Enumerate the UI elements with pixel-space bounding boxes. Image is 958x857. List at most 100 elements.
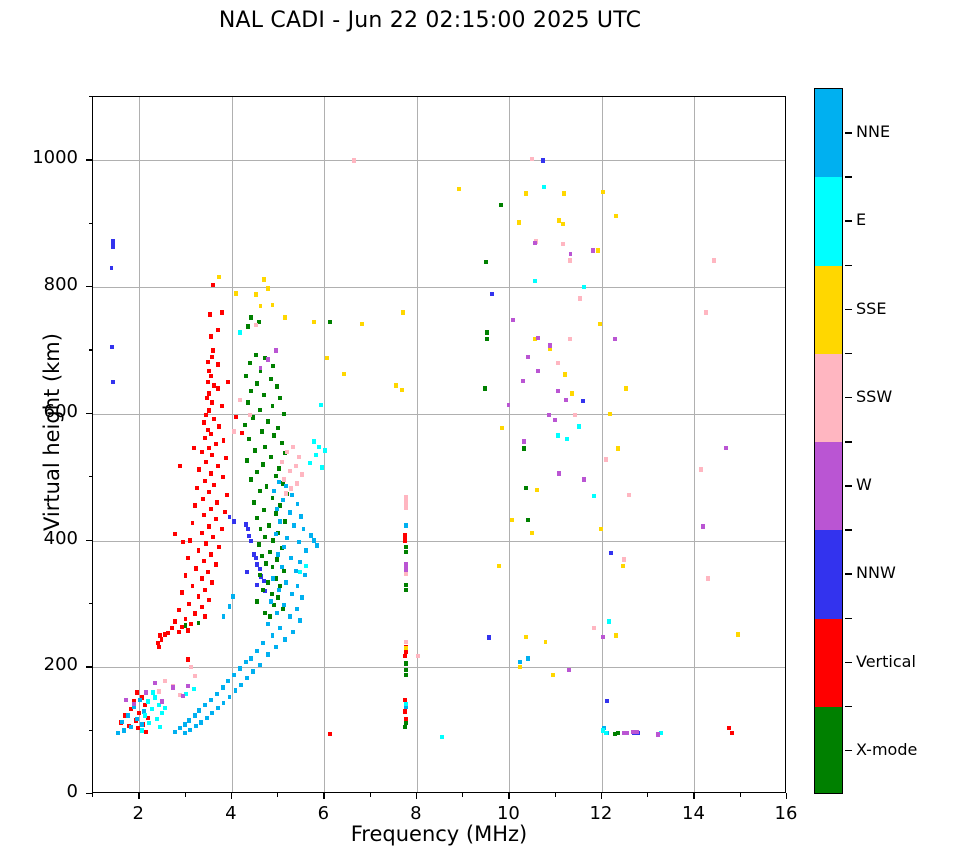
data-point bbox=[252, 448, 257, 453]
data-point bbox=[202, 587, 207, 593]
data-point bbox=[401, 310, 405, 315]
chart-title: NAL CADI - Jun 22 02:15:00 2025 UTC bbox=[218, 8, 642, 33]
data-point bbox=[261, 587, 266, 593]
data-point bbox=[256, 542, 261, 547]
data-point bbox=[193, 566, 198, 571]
data-point bbox=[440, 734, 445, 740]
data-point bbox=[255, 381, 260, 386]
x-tick-label: 6 bbox=[317, 803, 330, 824]
x-tick-label: 16 bbox=[774, 803, 798, 824]
data-point bbox=[403, 500, 408, 505]
data-point bbox=[125, 713, 130, 718]
data-point bbox=[612, 731, 617, 736]
data-point bbox=[110, 239, 115, 244]
data-point bbox=[278, 503, 283, 508]
data-point bbox=[276, 425, 281, 430]
x-tick-major bbox=[600, 793, 603, 799]
data-point bbox=[403, 639, 408, 645]
data-point bbox=[294, 606, 299, 612]
data-point bbox=[205, 428, 210, 433]
data-point bbox=[206, 368, 211, 373]
data-point bbox=[232, 429, 237, 434]
gridline-horizontal bbox=[93, 540, 785, 542]
data-point bbox=[582, 477, 587, 482]
data-point bbox=[215, 705, 220, 711]
data-point bbox=[212, 383, 217, 388]
data-point bbox=[206, 489, 211, 494]
data-point bbox=[256, 319, 261, 325]
data-point bbox=[403, 698, 408, 703]
data-point bbox=[275, 506, 280, 512]
data-point bbox=[211, 534, 216, 539]
data-point bbox=[211, 282, 216, 288]
data-point bbox=[199, 604, 204, 610]
data-point bbox=[155, 640, 160, 646]
data-point bbox=[210, 354, 215, 359]
data-point bbox=[548, 346, 553, 352]
data-point bbox=[187, 601, 192, 607]
data-point bbox=[202, 614, 207, 619]
data-point bbox=[560, 221, 565, 226]
data-point bbox=[215, 500, 219, 505]
data-point bbox=[178, 692, 182, 698]
data-point bbox=[209, 431, 213, 437]
plot-canvas bbox=[93, 97, 785, 792]
data-point bbox=[144, 690, 149, 695]
data-point bbox=[265, 419, 270, 424]
data-point bbox=[283, 637, 287, 642]
data-point bbox=[529, 156, 534, 162]
data-point bbox=[139, 722, 144, 727]
x-tick-minor bbox=[92, 793, 94, 797]
data-point bbox=[210, 400, 215, 405]
data-point bbox=[298, 570, 303, 575]
data-point bbox=[215, 386, 220, 391]
data-point bbox=[626, 492, 631, 498]
data-point bbox=[521, 378, 526, 384]
colorbar-tick bbox=[845, 396, 852, 399]
data-point bbox=[656, 732, 661, 737]
x-tick-minor bbox=[184, 793, 186, 797]
data-point bbox=[181, 539, 186, 545]
data-point bbox=[624, 386, 628, 391]
data-point bbox=[403, 582, 408, 588]
data-point bbox=[634, 729, 639, 735]
y-tick-label: 200 bbox=[43, 654, 78, 676]
data-point bbox=[403, 538, 408, 543]
data-point bbox=[258, 368, 263, 373]
data-point bbox=[324, 355, 329, 361]
data-point bbox=[187, 718, 192, 723]
data-point bbox=[209, 552, 213, 557]
data-point bbox=[269, 591, 274, 596]
data-point bbox=[328, 731, 333, 736]
y-tick-major bbox=[86, 793, 92, 795]
data-point bbox=[214, 442, 219, 447]
data-point bbox=[263, 444, 268, 449]
data-point bbox=[109, 265, 114, 271]
data-point bbox=[156, 689, 161, 694]
data-point bbox=[249, 315, 254, 320]
colorbar-tick bbox=[845, 661, 852, 664]
x-tick-major bbox=[323, 793, 325, 799]
y-tick-label: 600 bbox=[43, 400, 78, 422]
data-point bbox=[552, 417, 557, 423]
data-point bbox=[239, 682, 243, 688]
gridline-vertical bbox=[601, 97, 603, 792]
x-tick-minor bbox=[554, 793, 556, 797]
x-tick-minor bbox=[277, 793, 279, 797]
data-point bbox=[215, 691, 219, 697]
data-point bbox=[131, 701, 136, 707]
data-point bbox=[483, 386, 488, 391]
data-point bbox=[242, 423, 247, 428]
data-point bbox=[300, 595, 305, 600]
data-point bbox=[139, 728, 144, 733]
y-tick-major bbox=[86, 412, 92, 415]
data-point bbox=[249, 656, 254, 661]
data-point bbox=[211, 348, 216, 353]
data-point bbox=[258, 365, 263, 371]
data-point bbox=[263, 610, 268, 615]
data-point bbox=[522, 446, 527, 451]
data-point bbox=[255, 515, 260, 520]
data-point bbox=[486, 635, 491, 640]
data-point bbox=[567, 336, 572, 342]
data-point bbox=[532, 278, 537, 283]
